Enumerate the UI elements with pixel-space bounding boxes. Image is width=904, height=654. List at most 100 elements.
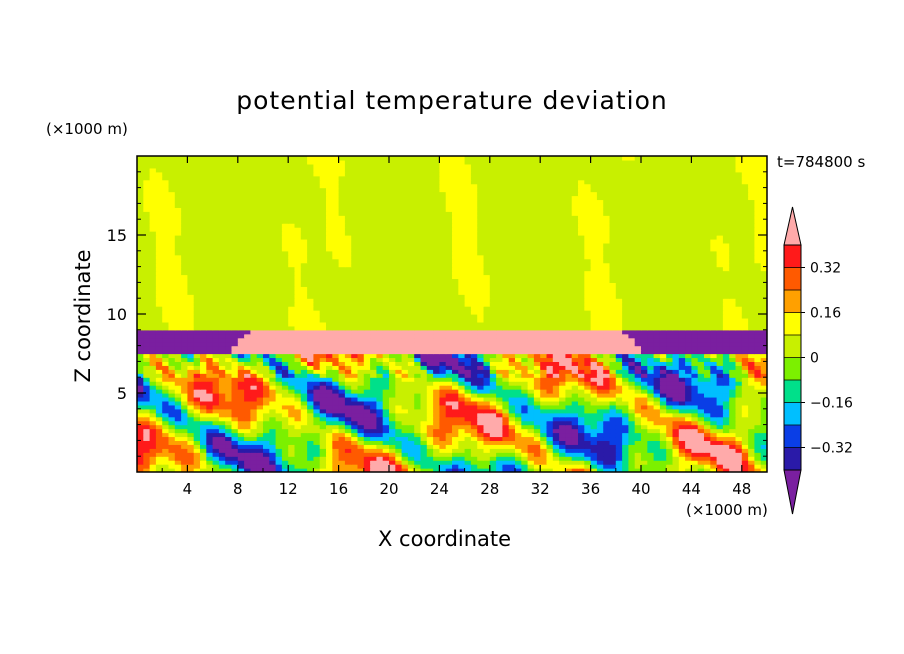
- contour-cell: [313, 302, 321, 307]
- contour-cell: [162, 310, 170, 315]
- contour-cell: [584, 306, 592, 311]
- contour-cell: [338, 314, 346, 319]
- contour-cell: [445, 341, 453, 347]
- contour-cell: [244, 416, 251, 422]
- contour-cell: [351, 341, 359, 347]
- contour-cell: [300, 432, 308, 438]
- contour-cell: [187, 369, 195, 374]
- contour-cell: [426, 294, 434, 299]
- contour-cell: [458, 436, 466, 441]
- contour-cell: [622, 444, 629, 449]
- contour-cell: [590, 321, 598, 327]
- contour-cell: [521, 317, 529, 323]
- contour-cell: [344, 432, 352, 438]
- contour-cell: [603, 452, 611, 457]
- contour-cell: [168, 385, 176, 390]
- contour-cell: [546, 396, 554, 402]
- contour-cell: [603, 393, 611, 398]
- contour-cell: [174, 396, 182, 402]
- contour-cell: [748, 278, 755, 283]
- contour-cell: [691, 452, 699, 457]
- contour-cell: [319, 337, 327, 343]
- contour-cell: [508, 424, 516, 430]
- contour-cell: [357, 377, 365, 382]
- contour-cell: [622, 369, 629, 374]
- contour-cell: [590, 440, 598, 445]
- contour-cell: [458, 420, 466, 426]
- contour-cell: [174, 310, 182, 315]
- contour-cell: [155, 393, 163, 398]
- contour-cell: [615, 385, 623, 390]
- contour-cell: [401, 428, 409, 434]
- contour-cell: [477, 298, 485, 303]
- contour-cell: [445, 329, 453, 335]
- contour-cell: [704, 345, 711, 351]
- contour-cell: [470, 416, 478, 422]
- contour-cell: [206, 400, 214, 406]
- contour-cell: [181, 274, 188, 280]
- contour-cell: [578, 353, 585, 359]
- contour-cell: [515, 389, 522, 394]
- contour-cell: [395, 325, 403, 331]
- contour-cell: [420, 432, 428, 438]
- contour-cell: [370, 341, 377, 347]
- contour-cell: [464, 369, 472, 374]
- contour-cell: [193, 353, 201, 359]
- contour-cell: [363, 416, 371, 422]
- contour-cell: [754, 321, 762, 327]
- contour-cell: [515, 424, 522, 430]
- contour-cell: [691, 460, 699, 465]
- contour-cell: [420, 298, 428, 303]
- contour-cell: [143, 393, 151, 398]
- contour-cell: [389, 306, 396, 311]
- contour-cell: [313, 373, 321, 378]
- contour-cell: [206, 385, 214, 390]
- contour-cell: [250, 317, 258, 323]
- contour-cell: [496, 345, 503, 351]
- contour-cell: [363, 361, 371, 366]
- contour-cell: [168, 290, 176, 295]
- contour-cell: [351, 365, 359, 370]
- contour-cell: [546, 298, 554, 303]
- contour-cell: [464, 464, 472, 469]
- contour-cell: [187, 393, 195, 398]
- contour-cell: [162, 337, 170, 343]
- contour-cell: [578, 468, 585, 472]
- contour-cell: [376, 298, 384, 303]
- contour-cell: [357, 456, 365, 461]
- contour-cell: [338, 400, 346, 406]
- contour-cell: [433, 436, 440, 441]
- contour-cell: [332, 282, 340, 287]
- contour-cell: [571, 317, 579, 323]
- contour-cell: [533, 310, 541, 315]
- contour-cell: [225, 294, 233, 299]
- contour-cell: [143, 460, 151, 465]
- contour-cell: [546, 274, 554, 280]
- contour-cell: [407, 373, 415, 378]
- contour-cell: [307, 460, 314, 465]
- contour-cell: [181, 432, 188, 438]
- contour-cell: [433, 456, 440, 461]
- contour-cell: [710, 428, 718, 434]
- contour-cell: [552, 369, 560, 374]
- contour-cell: [729, 408, 737, 414]
- contour-cell: [691, 357, 699, 362]
- contour-cell: [237, 468, 245, 472]
- contour-cell: [578, 310, 585, 315]
- contour-cell: [155, 424, 163, 430]
- contour-cell: [187, 404, 195, 410]
- contour-cell: [445, 298, 453, 303]
- contour-cell: [137, 444, 144, 449]
- contour-cell: [212, 448, 220, 453]
- contour-cell: [300, 310, 308, 315]
- contour-cell: [401, 333, 409, 339]
- contour-cell: [307, 349, 314, 355]
- contour-cell: [149, 329, 157, 335]
- contour-cell: [552, 286, 560, 291]
- contour-cell: [332, 286, 340, 291]
- contour-cell: [326, 428, 333, 434]
- contour-cell: [697, 464, 705, 469]
- contour-cell: [477, 460, 485, 465]
- contour-cell: [307, 420, 314, 426]
- contour-cell: [351, 306, 359, 311]
